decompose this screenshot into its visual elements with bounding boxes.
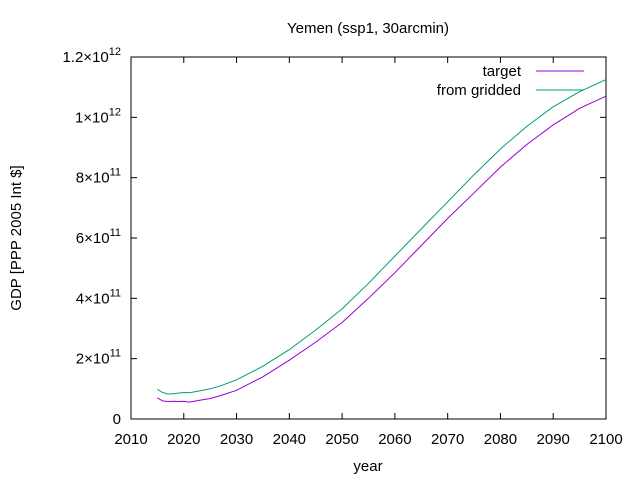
x-tick-label: 2060 bbox=[378, 431, 411, 448]
x-tick-label: 2080 bbox=[484, 431, 517, 448]
y-tick-label: 2×1011 bbox=[76, 348, 121, 368]
y-tick-label: 0 bbox=[113, 411, 121, 428]
x-axis-label: year bbox=[353, 458, 382, 475]
y-tick-label: 6×1011 bbox=[76, 227, 121, 247]
y-tick-label: 8×1011 bbox=[76, 167, 121, 187]
x-tick-label: 2100 bbox=[589, 431, 622, 448]
plot-frame bbox=[130, 56, 607, 420]
y-tick-label: 1.2×1012 bbox=[62, 46, 121, 66]
x-tick-label: 2040 bbox=[273, 431, 306, 448]
x-tick-label: 2070 bbox=[431, 431, 464, 448]
series-lines bbox=[157, 79, 607, 403]
legend-label-target: target bbox=[483, 63, 522, 80]
chart-title: Yemen (ssp1, 30arcmin) bbox=[287, 20, 449, 37]
x-tick-label: 2010 bbox=[114, 431, 147, 448]
x-tick-label: 2020 bbox=[167, 431, 200, 448]
y-tick-label: 4×1011 bbox=[76, 287, 121, 307]
series-line-from-gridded bbox=[157, 79, 607, 395]
legend-label-from-gridded: from gridded bbox=[437, 82, 521, 99]
y-axis-label: GDP [PPP 2005 Int $] bbox=[8, 165, 25, 310]
y-axis-ticks: 0 2×1011 4×1011 6×1011 8×1011 1×1012 1.2×1012 bbox=[62, 46, 606, 428]
x-tick-label: 2090 bbox=[537, 431, 570, 448]
x-tick-label: 2030 bbox=[220, 431, 253, 448]
series-line-target bbox=[157, 95, 607, 403]
y-tick-label: 1×1012 bbox=[75, 106, 121, 126]
x-tick-label: 2050 bbox=[325, 431, 358, 448]
x-axis-ticks: 2010 2020 2030 2040 2050 2060 2070 2080 2090 2100 bbox=[114, 57, 623, 448]
legend: target from gridded bbox=[437, 63, 584, 99]
